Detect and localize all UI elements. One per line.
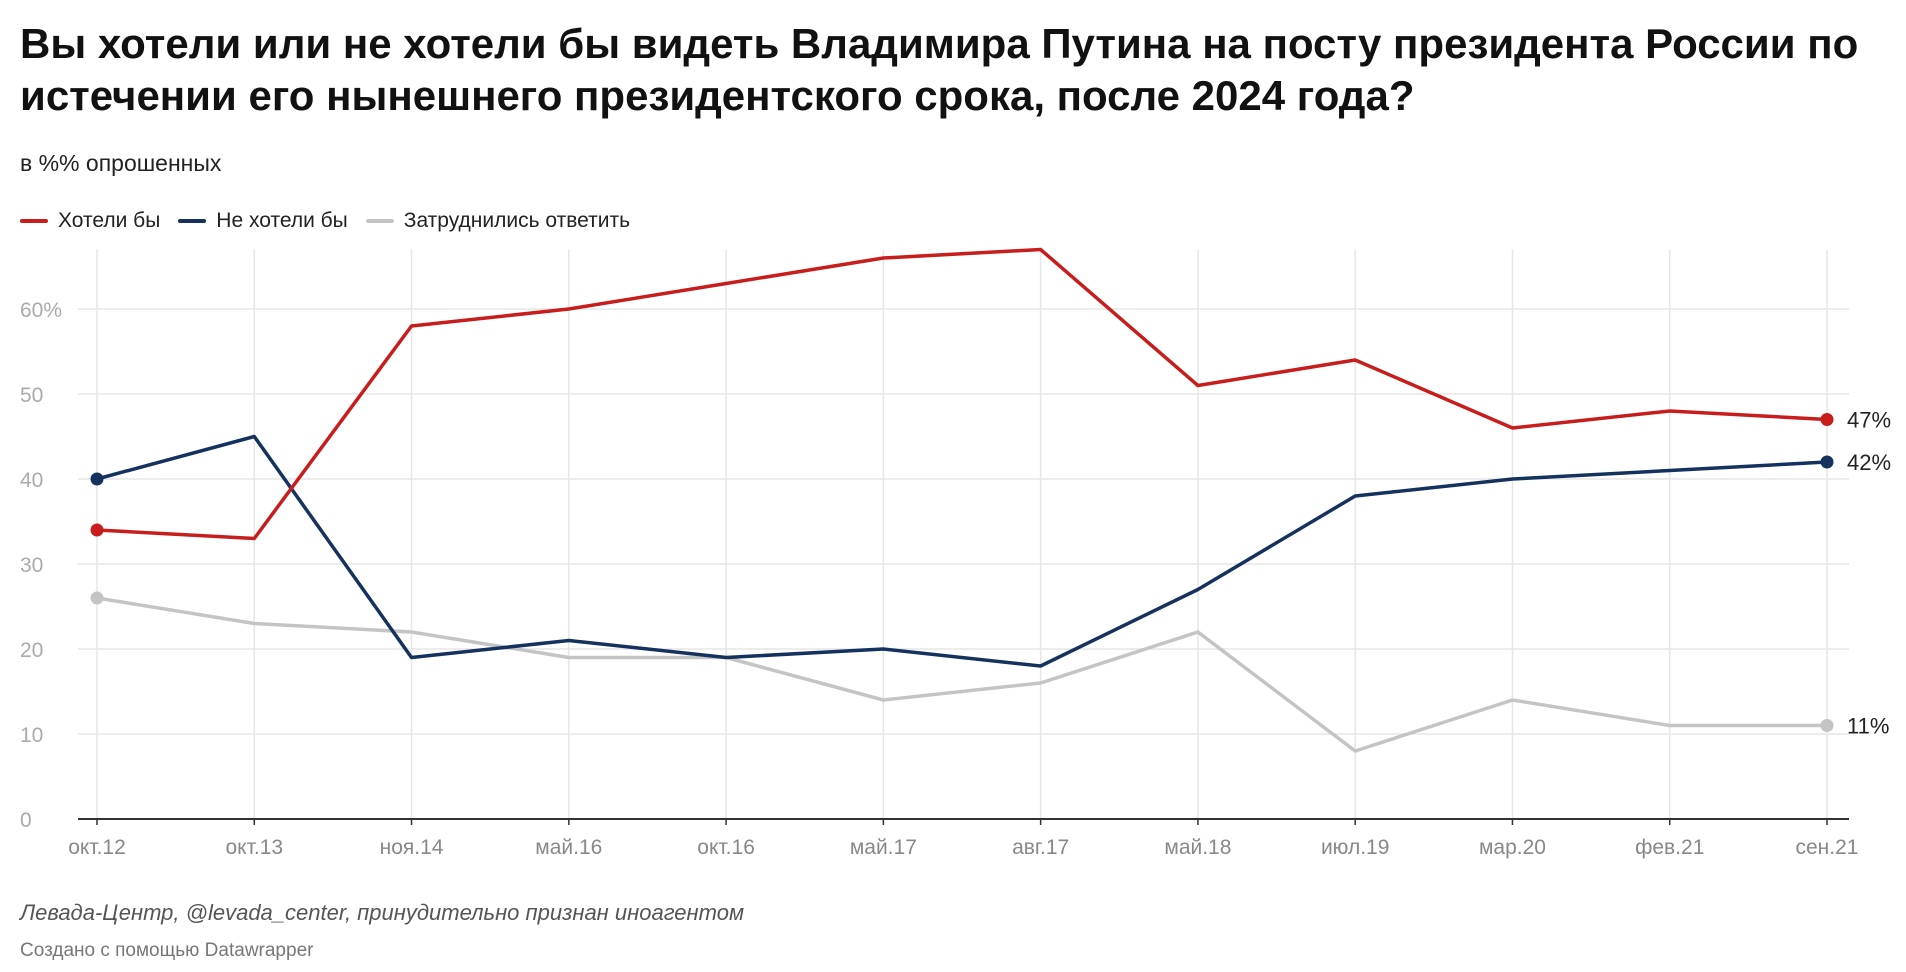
x-tick-label: авг.17	[1012, 836, 1069, 859]
legend-label-undecided: Затруднились ответить	[403, 209, 631, 232]
legend-item-not-want: Не хотели бы	[178, 209, 348, 233]
legend-label-want: Хотели бы	[58, 209, 161, 232]
x-tick-label: май.17	[850, 836, 917, 859]
series-end-label: 11%	[1847, 714, 1889, 739]
chart-subtitle: в %% опрошенных	[20, 150, 222, 176]
line-chart: 0 10 20 30 40 50 60% окт.12 окт.13 ноя.14 май.16 ок…	[20, 247, 1891, 859]
series-end-point	[1820, 719, 1834, 732]
legend-label-not-want: Не хотели бы	[216, 209, 348, 232]
series-end-label: 47%	[1847, 408, 1891, 433]
series-line	[95, 247, 1829, 541]
legend-item-undecided: Затруднились ответить	[365, 209, 631, 233]
y-tick-label: 50	[20, 384, 43, 407]
x-tick-label: фев.21	[1635, 836, 1704, 859]
source-note: Левада-Центр, @levada_center, принудител…	[20, 900, 745, 925]
series-start-point	[90, 591, 104, 605]
x-tick-label: сен.21	[1796, 836, 1859, 859]
x-tick-label: окт.16	[697, 836, 755, 859]
legend-swatch-want	[20, 219, 48, 223]
series-line	[95, 434, 1829, 668]
credit-note: Создано с помощью Datawrapper	[20, 940, 314, 961]
series-line	[95, 596, 1829, 753]
x-tick-label: окт.12	[68, 836, 126, 859]
legend-item-want: Хотели бы	[20, 209, 160, 233]
legend-swatch-not-want	[178, 219, 207, 223]
y-tick-label: 10	[20, 724, 43, 747]
series-end-label: 42%	[1847, 450, 1891, 475]
series-start-point	[90, 523, 104, 537]
y-tick-label: 30	[20, 554, 43, 577]
x-tick-label: ноя.14	[380, 836, 444, 859]
chart-title: Вы хотели или не хотели бы видеть Владим…	[20, 20, 1859, 119]
x-tick-label: мар.20	[1479, 836, 1546, 859]
y-tick-label: 60%	[20, 299, 62, 322]
legend: Хотели бы Не хотели бы Затруднились отве…	[20, 209, 648, 233]
legend-swatch-undecided	[365, 219, 394, 223]
x-tick-label: май.18	[1164, 836, 1231, 859]
series-end-point	[1820, 413, 1834, 426]
y-tick-label: 40	[20, 469, 43, 492]
x-tick-label: май.16	[535, 836, 602, 859]
series-end-point	[1820, 455, 1834, 469]
y-tick-label: 0	[20, 809, 32, 832]
x-tick-label: окт.13	[225, 836, 283, 859]
y-tick-label: 20	[20, 639, 43, 662]
series-start-point	[90, 472, 104, 486]
x-tick-label: июл.19	[1321, 836, 1389, 859]
